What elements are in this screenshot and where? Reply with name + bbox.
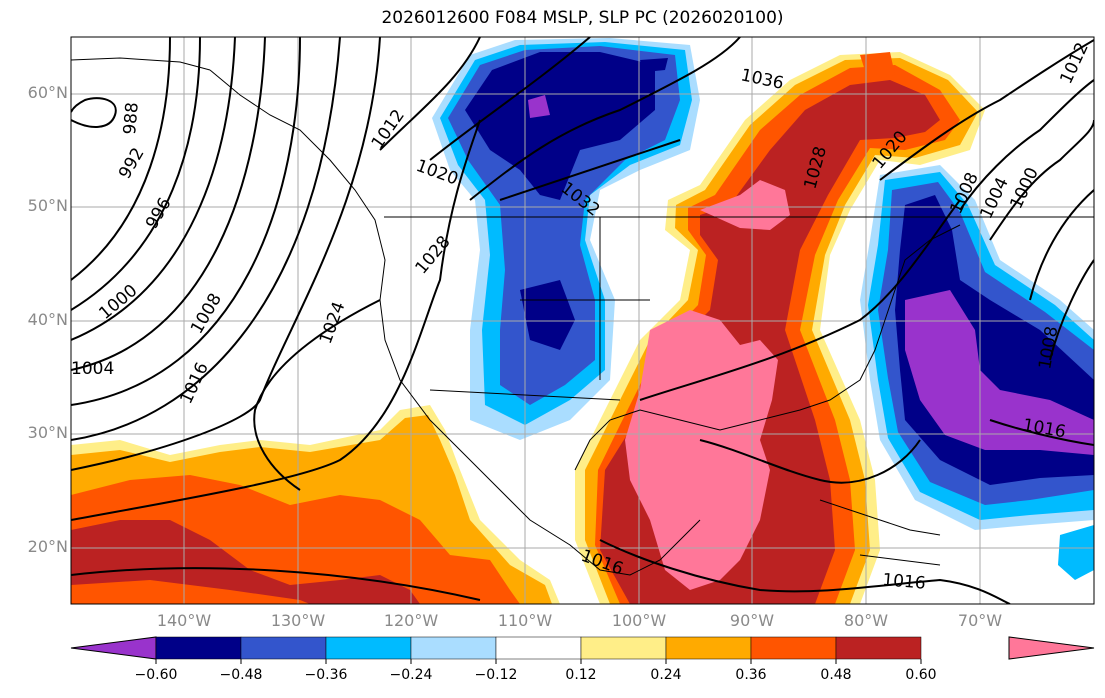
- isobar-label: 988: [120, 101, 143, 135]
- colorbar-tick-label: 0.36: [735, 667, 767, 683]
- isobar-label: 1004: [71, 359, 114, 379]
- colorbar-cell: [750, 636, 837, 660]
- map-area: 1036 1032 1028 1028 1024 1020 1020 1016 …: [71, 37, 1094, 604]
- colorbar-cell: [410, 636, 497, 660]
- colorbar-extend-max: [1008, 636, 1095, 660]
- negative-anomaly-west: [432, 38, 700, 440]
- lat-label: 40°N: [27, 310, 68, 329]
- positive-anomaly-east: [575, 52, 985, 604]
- colorbar-tick-label: −0.36: [304, 667, 348, 683]
- colorbar: [70, 636, 1095, 664]
- coastlines: [71, 57, 1094, 576]
- colorbar-tick-label: −0.12: [474, 667, 518, 683]
- colorbar-cell: [835, 636, 922, 660]
- isobars: [71, 37, 1094, 604]
- colorbar-cell: [580, 636, 667, 660]
- positive-anomaly-pacific: [71, 405, 560, 604]
- map-frame: [70, 36, 1095, 605]
- colorbar-extend-min: [70, 636, 157, 660]
- colorbar-cell: [665, 636, 752, 660]
- lon-label: 130°W: [270, 611, 326, 630]
- colorbar-cell: [495, 636, 582, 660]
- colorbar-tick-label: −0.60: [134, 667, 178, 683]
- colorbar-tick-label: −0.48: [219, 667, 263, 683]
- lon-label: 100°W: [611, 611, 667, 630]
- colorbar-tick-label: −0.24: [389, 667, 433, 683]
- map-title: 2026012600 F084 MSLP, SLP PC (2026020100…: [381, 8, 784, 28]
- lat-label: 20°N: [27, 537, 68, 556]
- colorbar-cell: [155, 636, 242, 660]
- isobar-label: 1016: [882, 570, 927, 594]
- colorbar-ticks: [155, 659, 922, 664]
- colorbar-tick-label: 0.60: [905, 667, 937, 683]
- lon-label: 140°W: [156, 611, 212, 630]
- grid-lines: [71, 37, 1094, 604]
- lat-label: 60°N: [27, 83, 68, 102]
- lon-label: 70°W: [957, 611, 1003, 630]
- colorbar-tick-label: 0.12: [565, 667, 597, 683]
- lat-label: 30°N: [27, 423, 68, 442]
- lon-label: 90°W: [729, 611, 775, 630]
- colorbar-cells: [155, 636, 922, 660]
- lon-label: 110°W: [497, 611, 553, 630]
- lat-label: 50°N: [27, 196, 68, 215]
- colorbar-cell: [325, 636, 412, 660]
- colorbar-tick-label: 0.24: [650, 667, 682, 683]
- colorbar-cell: [240, 636, 327, 660]
- colorbar-tick-label: 0.48: [820, 667, 852, 683]
- lon-label: 80°W: [843, 611, 889, 630]
- lon-label: 120°W: [383, 611, 439, 630]
